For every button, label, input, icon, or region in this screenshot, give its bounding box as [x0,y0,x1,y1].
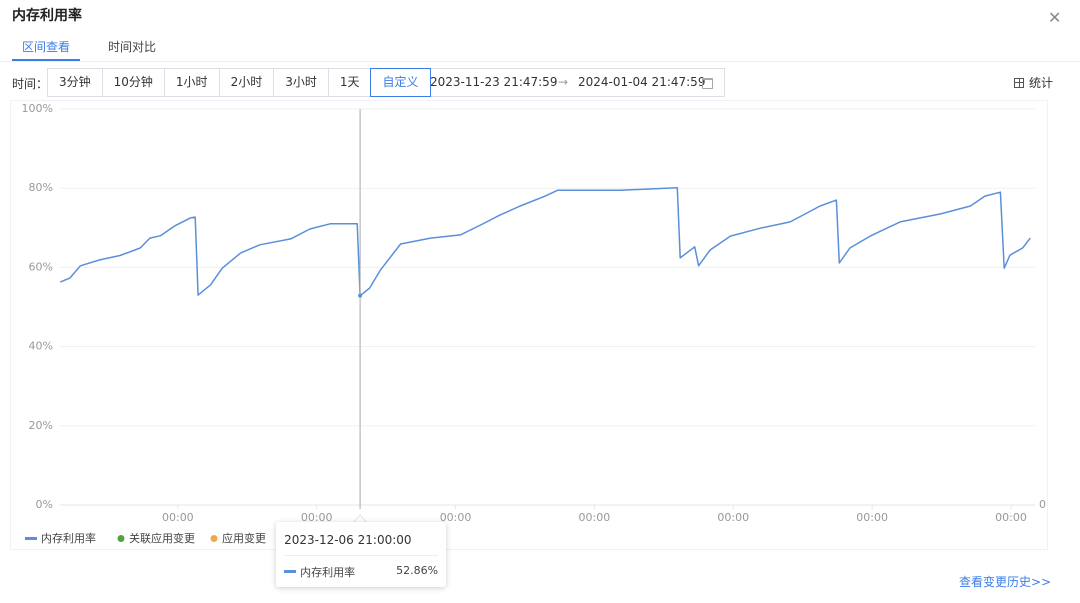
range-buttons: 3分钟 10分钟 1小时 2小时 3小时 1天 自定义 [47,68,431,97]
divider [0,61,1080,62]
stats-label: 统计 [1029,76,1054,90]
x-tick-label: 00:00 [995,511,1027,524]
tooltip: 2023-12-06 21:00:00 内存利用率 52.86% [276,522,447,587]
legend-item[interactable]: 内存利用率 [25,531,96,545]
legend-label: 内存利用率 [41,531,96,545]
tabs: 区间查看 时间对比 [12,37,184,61]
y-tick-label: 80% [29,181,53,194]
tooltip-value: 52.86% [396,564,439,577]
range-button[interactable]: 自定义 [370,68,431,97]
range-button[interactable]: 10分钟 [101,68,165,97]
legend-dot [210,535,218,542]
x-tick-label: 00:00 [717,511,749,524]
tooltip-swatch [284,570,297,573]
tooltip-series: 内存利用率 [300,566,356,579]
stats-icon [1014,77,1024,88]
legend-label: 关联应用变更 [129,531,195,545]
date-end: 2024-01-04 21:47:59 [578,75,706,89]
y-tick-label: 20% [29,419,53,432]
x-tick-label: 00:00 [856,511,888,524]
legend-swatch [25,537,37,540]
date-start: 2023-11-23 21:47:59 [430,75,558,89]
date-range-picker[interactable]: 2023-11-23 21:47:59 → 2024-01-04 21:47:5… [418,68,725,97]
tab[interactable]: 区间查看 [12,37,81,61]
y-tick-label: 0% [36,498,53,511]
x-tick-label: 00:00 [440,511,472,524]
calendar-icon [702,78,713,89]
close-button[interactable]: ✕ [1048,8,1062,27]
x-tick-label: 00:00 [162,511,194,524]
date-separator: → [558,75,569,89]
x-tick-label: 00:00 [579,511,611,524]
legend-item[interactable]: 应用变更 [210,531,267,545]
legend-dot [117,535,125,542]
hover-point [358,293,363,298]
range-button[interactable]: 2小时 [218,68,275,97]
x-tick-label: 00:00 [301,511,333,524]
data-line [59,187,1031,297]
tab[interactable]: 时间对比 [108,40,157,54]
time-label: 时间： [12,77,49,91]
dialog-title: 内存利用率 [12,8,82,24]
chart-card [10,100,1048,550]
y2-tick-label: 0 [1039,498,1046,511]
y-tick-label: 40% [29,340,53,353]
y-tick-label: 60% [29,260,53,273]
legend-label: 应用变更 [222,531,266,545]
tooltip-title: 2023-12-06 21:00:00 [284,533,412,547]
tooltip-divider [284,555,439,556]
y-tick-label: 100% [22,102,53,115]
range-button[interactable]: 1天 [327,68,372,97]
stats-button[interactable]: 统计 [1014,74,1053,91]
history-link[interactable]: 查看变更历史>> [959,575,1052,589]
range-button[interactable]: 1小时 [163,68,220,97]
legend-item[interactable]: 关联应用变更 [117,531,196,545]
